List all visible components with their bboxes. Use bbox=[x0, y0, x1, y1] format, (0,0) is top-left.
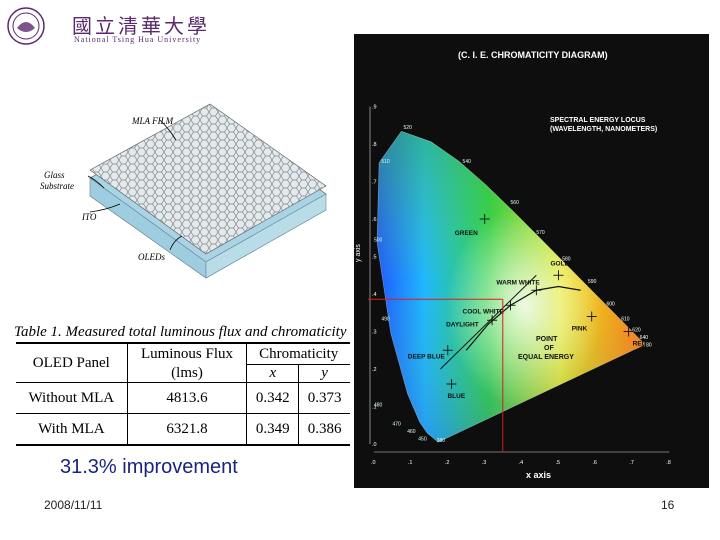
device-layers bbox=[89, 103, 327, 279]
wavelength-label: 480 bbox=[374, 403, 383, 409]
point-label: WARM WHITE bbox=[496, 279, 540, 286]
wavelength-label: 780 bbox=[643, 343, 652, 349]
point-label: GOLD bbox=[551, 260, 570, 267]
x-tick-label: .7 bbox=[629, 460, 634, 466]
spectral-locus-outline bbox=[376, 130, 646, 443]
cie-chromaticity-diagram: (C. I. E. CHROMATICITY DIAGRAM) .0 .1 .2 .3… bbox=[354, 34, 709, 488]
diagram-annotations: .0 .1 .2 .3 .4 .5 .6 .7 .8 .0 .1 .2 .3 .4 .5 .6 .7 .8 .9 52… bbox=[368, 105, 671, 466]
y-tick-label: .0 bbox=[372, 442, 377, 448]
wavelength-label: 380 bbox=[437, 438, 446, 444]
x-tick-label: .4 bbox=[519, 460, 524, 466]
logo-chinese-text: 國立清華大學 bbox=[72, 14, 210, 38]
equal-energy-label-1: POINT bbox=[536, 336, 558, 343]
wavelength-label: 540 bbox=[463, 159, 472, 165]
luminous-flux-table: Table 1. Measured total luminous flux an… bbox=[12, 322, 352, 446]
point-label: DAYLIGHT bbox=[446, 321, 479, 328]
page-number: 16 bbox=[661, 498, 675, 512]
point-label: COOL WHITE bbox=[463, 308, 505, 315]
row-x: 0.349 bbox=[246, 413, 299, 446]
row-y: 0.386 bbox=[298, 413, 350, 446]
y-tick-label: .1 bbox=[372, 405, 377, 411]
wavelength-label: 520 bbox=[404, 125, 413, 131]
substrate-label: Substrate bbox=[40, 181, 74, 191]
equal-energy-label-2: OF bbox=[544, 345, 554, 352]
y-tick-label: .6 bbox=[372, 217, 377, 223]
locus-title: SPECTRAL ENERGY LOCUS bbox=[550, 117, 646, 124]
wavelength-label: 490 bbox=[381, 316, 390, 322]
wavelength-label: 610 bbox=[621, 316, 630, 322]
glass-label: Glass bbox=[44, 170, 65, 180]
wavelength-label: 470 bbox=[392, 421, 401, 427]
wavelength-label: 510 bbox=[381, 159, 390, 165]
header-chromaticity: Chromaticity bbox=[246, 342, 350, 365]
x-tick-label: .8 bbox=[666, 460, 671, 466]
footer-date: 2008/11/11 bbox=[44, 498, 103, 512]
x-tick-label: .3 bbox=[482, 460, 487, 466]
glass-side-right bbox=[205, 193, 327, 279]
x-tick-label: .1 bbox=[408, 460, 413, 466]
wavelength-label: 560 bbox=[511, 200, 520, 206]
row-flux: 4813.6 bbox=[126, 382, 247, 414]
header-panel: OLED Panel bbox=[16, 342, 128, 383]
wavelength-label: 590 bbox=[588, 279, 597, 285]
table-row: With MLA 6321.8 0.349 0.386 bbox=[16, 413, 350, 446]
y-tick-label: .2 bbox=[372, 367, 377, 373]
point-label: BLUE bbox=[447, 393, 465, 400]
row-y: 0.373 bbox=[298, 382, 350, 414]
wavelength-label: 640 bbox=[640, 335, 649, 341]
university-seal-icon bbox=[7, 7, 45, 45]
y-tick-label: .4 bbox=[372, 292, 377, 298]
planckian-locus bbox=[465, 285, 581, 351]
table-row: Without MLA 4813.6 0.342 0.373 bbox=[16, 382, 350, 414]
wavelength-label: 620 bbox=[632, 328, 641, 334]
oleds-label: OLEDs bbox=[138, 252, 166, 262]
y-axis-label: y axis bbox=[355, 244, 362, 262]
x-tick-label: .5 bbox=[556, 460, 561, 466]
locus-subtitle: (WAVELENGTH, NANOMETERS) bbox=[550, 126, 657, 133]
y-tick-label: .9 bbox=[372, 105, 377, 111]
header-flux: Luminous Flux bbox=[126, 342, 247, 365]
diagram-title: (C. I. E. CHROMATICITY DIAGRAM) bbox=[458, 50, 608, 60]
wavelength-label: 600 bbox=[606, 301, 615, 307]
oled-device-diagram: MLA FILM Glass Substrate ITO OLEDs bbox=[40, 103, 327, 279]
wavelength-label: 460 bbox=[407, 429, 416, 435]
ito-label: ITO bbox=[81, 212, 97, 222]
point-label: DEEP BLUE bbox=[408, 353, 446, 360]
y-tick-label: .3 bbox=[372, 330, 377, 336]
row-flux: 6321.8 bbox=[126, 413, 247, 446]
x-tick-label: .0 bbox=[371, 460, 376, 466]
university-logo: 國立清華大學 National Tsing Hua University bbox=[4, 4, 207, 48]
row-panel: Without MLA bbox=[16, 382, 128, 414]
row-panel: With MLA bbox=[16, 413, 128, 446]
y-tick-label: .5 bbox=[372, 255, 377, 261]
equal-energy-label-3: EQUAL ENERGY bbox=[518, 354, 574, 361]
mla-film-texture bbox=[90, 104, 326, 254]
point-label: PINK bbox=[572, 326, 588, 333]
color-line bbox=[440, 274, 537, 370]
header-flux-unit: (lms) bbox=[126, 364, 247, 383]
y-tick-label: .8 bbox=[372, 142, 377, 148]
x-axis-label: x axis bbox=[526, 470, 551, 480]
header-x: x bbox=[246, 364, 299, 383]
improvement-text: 31.3% improvement bbox=[60, 456, 238, 478]
point-label: GREEN bbox=[455, 230, 478, 237]
row-x: 0.342 bbox=[246, 382, 299, 414]
logo-english-text: National Tsing Hua University bbox=[74, 35, 202, 44]
wavelength-label: 580 bbox=[562, 256, 571, 262]
mla-film-label: MLA FILM bbox=[131, 116, 174, 126]
point-label: RED bbox=[633, 341, 647, 348]
wavelength-label: 500 bbox=[374, 238, 383, 244]
flux-table: OLED Panel Luminous Flux Chromaticity (l… bbox=[16, 342, 350, 446]
wavelength-label: 450 bbox=[418, 436, 427, 442]
wavelength-label: 570 bbox=[536, 230, 545, 236]
header-y: y bbox=[298, 364, 350, 383]
table-title: Table 1. Measured total luminous flux an… bbox=[14, 324, 347, 340]
x-tick-label: .2 bbox=[445, 460, 450, 466]
y-tick-label: .7 bbox=[372, 180, 377, 186]
x-tick-label: .6 bbox=[592, 460, 597, 466]
